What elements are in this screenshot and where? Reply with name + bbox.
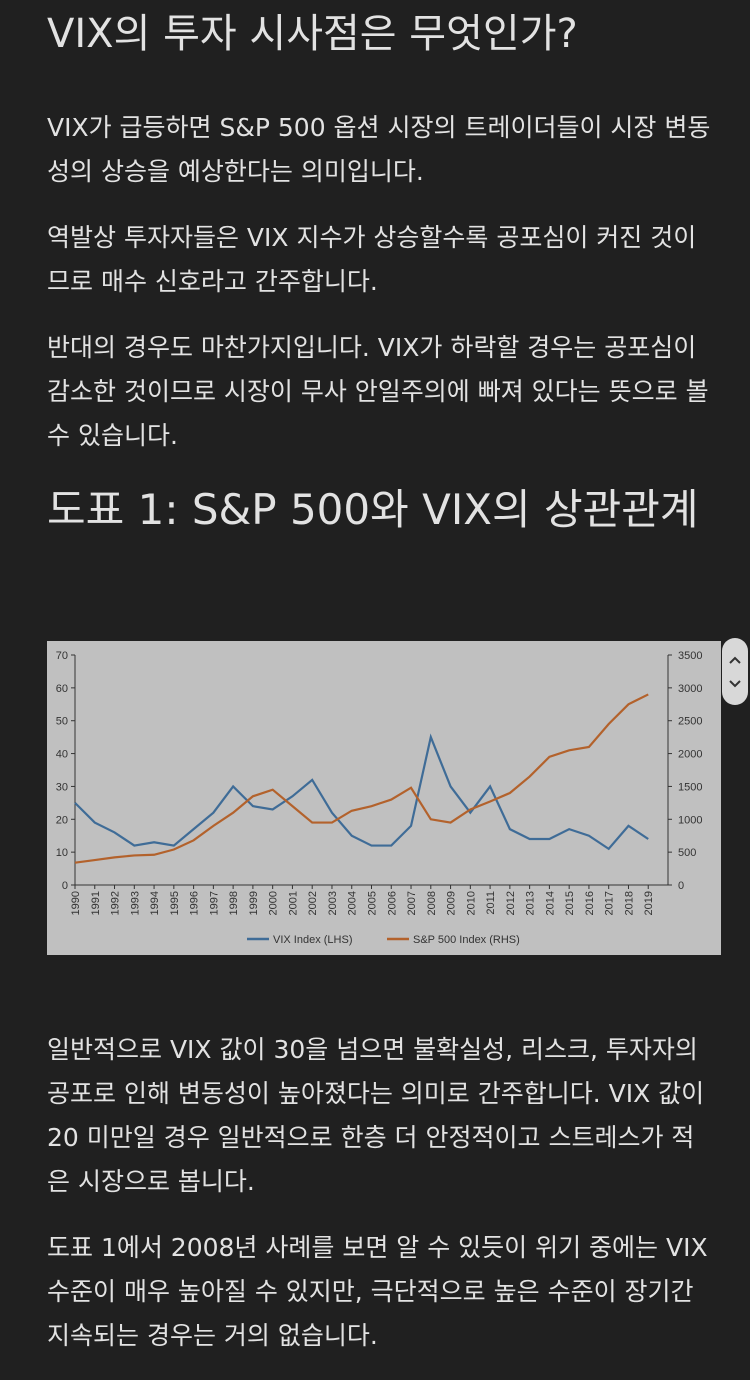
legend-label: S&P 500 Index (RHS) — [413, 934, 520, 946]
y-tick-label: 0 — [62, 880, 68, 892]
y-tick-label: 50 — [56, 716, 68, 728]
y-tick-label: 30 — [56, 781, 68, 793]
x-tick-label: 2018 — [623, 891, 635, 915]
x-tick-label: 2017 — [604, 891, 616, 915]
y2-tick-label: 500 — [678, 847, 696, 859]
y2-tick-label: 3500 — [678, 650, 702, 662]
x-tick-label: 2007 — [406, 891, 418, 915]
y-tick-label: 20 — [56, 814, 68, 826]
paragraph: 역발상 투자자들은 VIX 지수가 상승할수록 공포심이 커진 것이므로 매수 … — [47, 223, 697, 296]
scroll-up[interactable] — [729, 656, 741, 664]
y2-tick-label: 1500 — [678, 781, 702, 793]
scroll-down[interactable] — [729, 680, 741, 688]
series-line — [74, 693, 649, 864]
x-tick-label: 2010 — [465, 891, 477, 915]
y2-tick-label: 1000 — [678, 814, 702, 826]
x-tick-label: 2008 — [426, 891, 438, 915]
x-tick-label: 1997 — [208, 891, 220, 915]
scroll-buttons[interactable] — [722, 638, 748, 705]
x-tick-label: 2012 — [505, 891, 517, 915]
paragraph: VIX가 급등하면 S&P 500 옵션 시장의 트레이더들이 시장 변동성의 … — [47, 113, 711, 186]
x-tick-label: 2013 — [525, 891, 537, 915]
x-tick-label: 1991 — [90, 891, 102, 915]
chart: 0 10 20 30 40 50 60 70 0 500 1000 1500 2000 2500 3000 3… — [47, 641, 721, 955]
x-tick-label: 1996 — [189, 891, 201, 915]
scroll-arrows[interactable] — [722, 638, 748, 705]
x-tick-label: 2016 — [584, 891, 596, 915]
x-tick-label: 2001 — [287, 891, 299, 915]
x-tick-label: 1999 — [248, 891, 260, 915]
y-tick-label: 70 — [56, 650, 68, 662]
page-title: VIX의 투자 시사점은 무엇인가? — [47, 11, 578, 57]
y2-tick-label: 2500 — [678, 716, 702, 728]
x-tick-label: 2011 — [485, 891, 497, 915]
x-tick-label: 1992 — [110, 891, 122, 915]
y2-tick-label: 0 — [678, 880, 684, 892]
x-tick-label: 1998 — [228, 891, 240, 915]
x-tick-label: 2019 — [643, 891, 655, 915]
x-tick-label: 1993 — [129, 891, 141, 915]
x-tick-label: 1994 — [149, 891, 161, 915]
y-tick-label: 10 — [56, 847, 68, 859]
x-tick-label: 2003 — [327, 891, 339, 915]
x-tick-label: 2009 — [446, 891, 458, 915]
y2-tick-label: 3000 — [678, 683, 702, 695]
series-line — [74, 733, 649, 851]
x-tick-label: 2000 — [268, 891, 280, 915]
x-tick-label: 2005 — [367, 891, 379, 915]
y-tick-label: 60 — [56, 683, 68, 695]
x-tick-label: 2002 — [307, 891, 319, 915]
x-tick-label: 2006 — [386, 891, 398, 915]
paragraph: 반대의 경우도 마찬가지입니다. VIX가 하락할 경우는 공포심이 감소한 것… — [47, 333, 709, 450]
x-tick-label: 2015 — [564, 891, 576, 915]
y-tick-label: 40 — [56, 749, 68, 761]
x-tick-label: 2004 — [347, 891, 359, 915]
paragraph: 도표 1에서 2008년 사례를 보면 알 수 있듯이 위기 중에는 VIX 수… — [47, 1233, 708, 1350]
x-tick-label: 2014 — [544, 891, 556, 915]
paragraph: 일반적으로 VIX 값이 30을 넘으면 불확실성, 리스크, 투자자의 공포로… — [47, 1035, 705, 1196]
x-tick-label: 1995 — [169, 891, 181, 915]
y2-tick-label: 2000 — [678, 749, 702, 761]
legend-label: VIX Index (LHS) — [273, 934, 352, 946]
figure-title: 도표 1: S&P 500와 VIX의 상관관계 — [47, 485, 699, 534]
x-tick-label: 1990 — [70, 891, 82, 915]
